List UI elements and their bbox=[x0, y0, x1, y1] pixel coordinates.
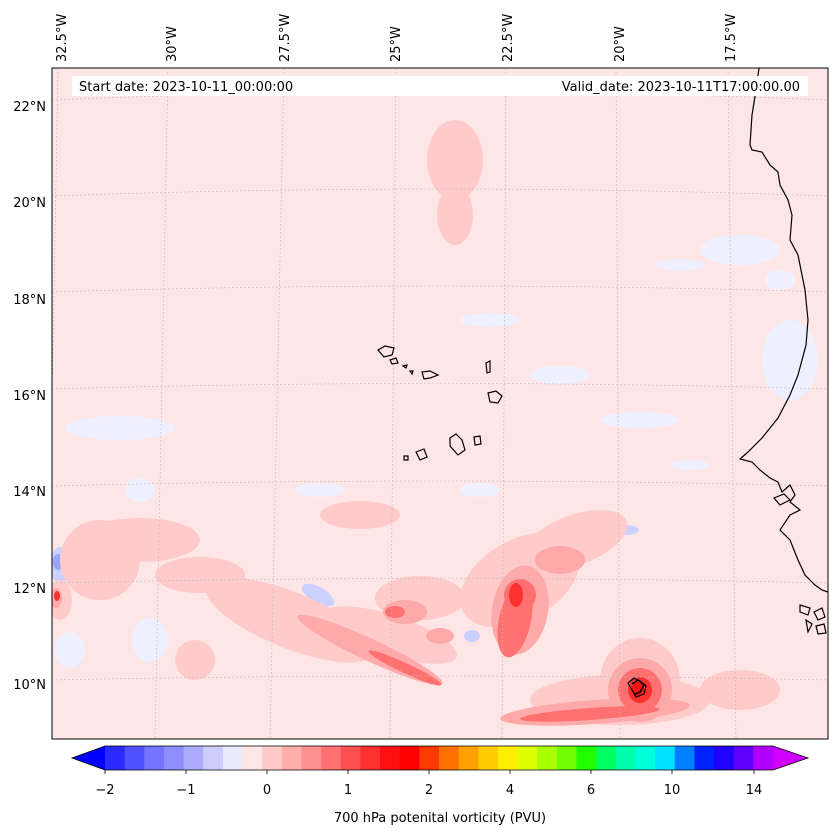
lon-label: 32.5°W bbox=[55, 14, 70, 62]
colorbar-segment bbox=[674, 746, 695, 770]
colorbar-tick-label: 10 bbox=[664, 783, 681, 798]
lon-label: 27.5°W bbox=[278, 14, 293, 62]
colorbar-segment bbox=[655, 746, 676, 770]
colorbar-segment bbox=[596, 746, 617, 770]
colorbar-segment bbox=[733, 746, 754, 770]
colorbar-segment bbox=[301, 746, 322, 770]
vortex-contour bbox=[631, 679, 646, 695]
colorbar-extend-max bbox=[773, 746, 808, 770]
coastline bbox=[377, 68, 828, 698]
colorbar bbox=[70, 745, 810, 774]
valid-date-label: Valid_date: 2023-10-11T17:00:00.00 bbox=[562, 80, 800, 95]
lat-label: 22°N bbox=[13, 100, 46, 115]
lon-label: 25°W bbox=[389, 26, 404, 62]
colorbar-segment bbox=[635, 746, 656, 770]
colorbar-segment bbox=[537, 746, 558, 770]
colorbar-title: 700 hPa potenital vorticity (PVU) bbox=[334, 811, 546, 826]
colorbar-segment bbox=[556, 746, 578, 770]
colorbar-tick-label: −1 bbox=[176, 783, 195, 798]
colorbar-segment bbox=[340, 746, 361, 770]
colorbar-extend-min bbox=[72, 746, 105, 770]
colorbar-tick-label: 4 bbox=[506, 783, 514, 798]
colorbar-segment bbox=[281, 746, 302, 770]
colorbar-segment bbox=[222, 746, 244, 770]
colorbar-segment bbox=[694, 746, 715, 770]
colorbar-segment bbox=[399, 746, 420, 770]
longitude-labels: 32.5°W 30°W 27.5°W 25°W 22.5°W 20°W 17.5… bbox=[55, 14, 739, 62]
lat-label: 16°N bbox=[13, 389, 46, 404]
colorbar-tick-label: −2 bbox=[95, 783, 114, 798]
colorbar-segment bbox=[124, 746, 145, 770]
lon-label: 22.5°W bbox=[501, 14, 516, 62]
pv-field bbox=[52, 68, 828, 739]
colorbar-segment bbox=[478, 746, 499, 770]
latitude-labels: 22°N 20°N 18°N 16°N 14°N 12°N 10°N bbox=[13, 100, 46, 693]
colorbar-tick-label: 6 bbox=[587, 783, 595, 798]
colorbar-tick-labels: −2 −1 0 1 2 4 6 10 14 bbox=[95, 783, 762, 798]
colorbar-tick-label: 14 bbox=[746, 783, 763, 798]
colorbar-tick-label: 1 bbox=[344, 783, 352, 798]
colorbar-segment bbox=[242, 746, 263, 770]
lon-label: 20°W bbox=[613, 26, 628, 62]
header-bar bbox=[72, 76, 808, 96]
colorbar-segment bbox=[360, 746, 381, 770]
lat-label: 20°N bbox=[13, 196, 46, 211]
colorbar-segment bbox=[203, 746, 224, 770]
colorbar-segment bbox=[615, 746, 636, 770]
colorbar-segment bbox=[144, 746, 165, 770]
colorbar-tick-label: 2 bbox=[425, 783, 433, 798]
lon-label: 17.5°W bbox=[724, 14, 739, 62]
colorbar-segment bbox=[753, 746, 774, 770]
map-frame bbox=[51, 67, 829, 740]
lat-label: 14°N bbox=[13, 485, 46, 500]
colorbar-segment bbox=[105, 746, 126, 770]
colorbar-segment bbox=[262, 746, 283, 770]
lat-label: 12°N bbox=[13, 582, 46, 597]
lat-label: 18°N bbox=[13, 293, 46, 308]
colorbar-segment bbox=[419, 746, 440, 770]
negative-pv-patches bbox=[55, 235, 818, 668]
colorbar-segment bbox=[714, 746, 735, 770]
colorbar-segment bbox=[380, 746, 401, 770]
lat-label: 10°N bbox=[13, 678, 46, 693]
lon-label: 30°W bbox=[165, 26, 180, 62]
colorbar-segment bbox=[517, 746, 538, 770]
start-date-label: Start date: 2023-10-11_00:00:00 bbox=[79, 80, 293, 95]
colorbar-segment bbox=[576, 746, 597, 770]
colorbar-segment bbox=[163, 746, 185, 770]
colorbar-segment bbox=[497, 746, 519, 770]
colorbar-segment bbox=[439, 746, 460, 770]
colorbar-segment bbox=[458, 746, 479, 770]
colorbar-segment bbox=[183, 746, 204, 770]
colorbar-segment bbox=[321, 746, 342, 770]
colorbar-tick-label: 0 bbox=[263, 783, 271, 798]
